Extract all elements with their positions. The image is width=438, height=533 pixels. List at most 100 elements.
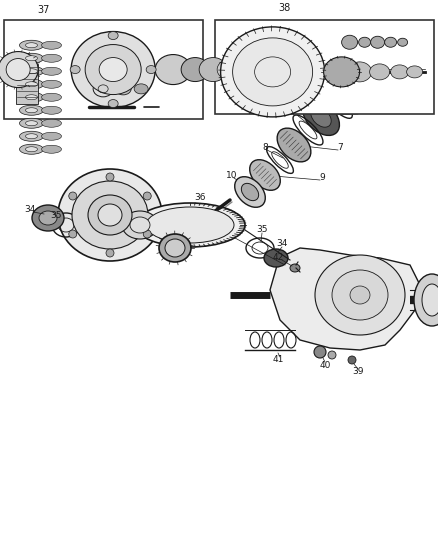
Text: 42: 42 [272,254,284,262]
Ellipse shape [146,207,234,243]
Ellipse shape [217,60,241,79]
Ellipse shape [69,230,77,238]
Ellipse shape [277,128,311,162]
Ellipse shape [106,173,114,181]
Bar [4,20,203,119]
Ellipse shape [25,147,38,152]
Ellipse shape [181,58,209,82]
Text: 40: 40 [319,360,331,369]
Text: 36: 36 [194,193,206,203]
Ellipse shape [108,100,118,108]
Polygon shape [270,248,420,350]
Ellipse shape [143,192,151,200]
Ellipse shape [25,108,38,113]
Ellipse shape [391,65,409,79]
Ellipse shape [20,66,43,76]
Ellipse shape [311,107,331,127]
Ellipse shape [25,82,38,87]
Ellipse shape [146,66,156,74]
Ellipse shape [159,234,191,262]
Ellipse shape [398,38,408,46]
Ellipse shape [25,43,38,48]
Ellipse shape [330,63,374,107]
Ellipse shape [20,92,43,102]
Ellipse shape [348,62,371,82]
Text: 35: 35 [256,225,268,235]
Ellipse shape [69,192,77,200]
Ellipse shape [370,64,390,80]
Ellipse shape [332,270,388,320]
Text: 35: 35 [50,211,62,220]
Ellipse shape [25,134,38,139]
Text: 10: 10 [226,171,238,180]
Ellipse shape [42,93,61,101]
Ellipse shape [233,38,313,106]
Text: 37: 37 [37,5,49,15]
Ellipse shape [134,84,148,94]
Ellipse shape [365,34,401,70]
Ellipse shape [20,41,43,50]
Ellipse shape [339,71,365,99]
Ellipse shape [20,144,43,154]
Ellipse shape [350,286,370,304]
Text: 8: 8 [262,143,268,152]
Ellipse shape [20,53,43,63]
Ellipse shape [328,351,336,359]
Ellipse shape [406,66,423,78]
Text: 5: 5 [357,108,363,117]
Text: 1: 1 [393,45,399,54]
Ellipse shape [385,37,397,47]
Ellipse shape [42,106,61,114]
Ellipse shape [235,177,265,207]
Ellipse shape [108,31,118,39]
Ellipse shape [130,217,150,233]
Text: 4: 4 [319,77,325,86]
Ellipse shape [71,31,155,108]
Text: 34: 34 [25,206,35,214]
Ellipse shape [143,230,151,238]
Ellipse shape [324,57,360,87]
Ellipse shape [42,54,61,62]
Text: 41: 41 [272,356,284,365]
Ellipse shape [314,346,326,358]
Ellipse shape [414,274,438,326]
Ellipse shape [221,27,325,117]
Ellipse shape [58,169,162,261]
Ellipse shape [372,41,394,63]
Ellipse shape [42,80,61,88]
Ellipse shape [72,181,148,249]
Ellipse shape [290,264,300,272]
Ellipse shape [368,37,381,51]
Ellipse shape [264,249,288,267]
Text: 2: 2 [353,49,359,58]
Ellipse shape [42,41,61,49]
Ellipse shape [25,56,38,61]
Ellipse shape [25,95,38,100]
Ellipse shape [315,255,405,335]
Ellipse shape [359,37,371,47]
Text: 3: 3 [375,77,381,86]
Ellipse shape [39,211,57,225]
Ellipse shape [20,131,43,141]
Ellipse shape [42,132,61,140]
Ellipse shape [250,160,280,190]
Ellipse shape [88,195,132,235]
Ellipse shape [20,105,43,115]
Ellipse shape [165,239,185,257]
Bar [215,20,434,114]
Ellipse shape [98,204,122,226]
Ellipse shape [42,146,61,154]
Text: 38: 38 [278,3,290,13]
Ellipse shape [25,121,38,126]
Ellipse shape [422,284,438,316]
Ellipse shape [85,45,141,94]
Text: 39: 39 [352,367,364,376]
Ellipse shape [106,249,114,257]
Bar [15,64,38,104]
Text: 7: 7 [337,143,343,152]
Ellipse shape [241,183,258,200]
Ellipse shape [42,67,61,75]
Ellipse shape [135,203,245,247]
Text: 34: 34 [276,239,288,248]
Ellipse shape [20,79,43,89]
